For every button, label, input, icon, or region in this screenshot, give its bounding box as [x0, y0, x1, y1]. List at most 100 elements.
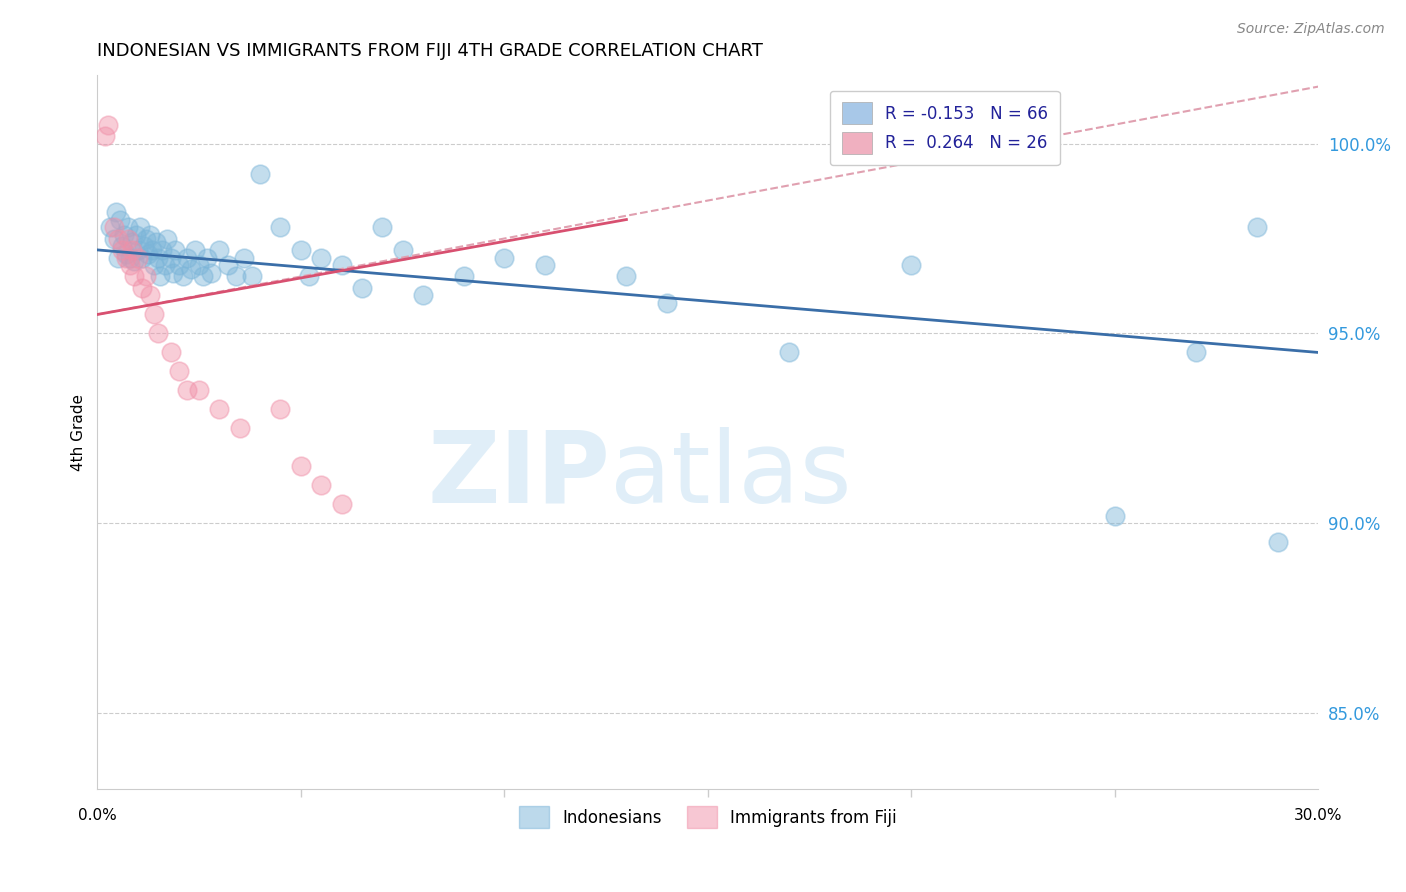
- Point: [148, 326, 170, 341]
- Point: [330, 497, 353, 511]
- Point: [139, 227, 162, 242]
- Point: [391, 243, 413, 257]
- Point: [172, 269, 194, 284]
- Point: [143, 258, 166, 272]
- Text: Source: ZipAtlas.com: Source: ZipAtlas.com: [1237, 22, 1385, 37]
- Point: [900, 258, 922, 272]
- Point: [616, 269, 638, 284]
- Point: [453, 269, 475, 284]
- Point: [139, 288, 162, 302]
- Point: [159, 251, 181, 265]
- Point: [98, 220, 121, 235]
- Text: 30.0%: 30.0%: [1294, 808, 1343, 823]
- Point: [371, 220, 394, 235]
- Point: [153, 258, 176, 272]
- Point: [184, 243, 207, 257]
- Point: [309, 251, 332, 265]
- Point: [135, 269, 157, 284]
- Point: [112, 227, 135, 242]
- Point: [163, 243, 186, 257]
- Point: [176, 251, 198, 265]
- Point: [94, 128, 117, 143]
- Point: [134, 239, 156, 253]
- Text: 0.0%: 0.0%: [77, 808, 117, 823]
- Point: [107, 251, 129, 265]
- Point: [249, 167, 271, 181]
- Point: [290, 243, 312, 257]
- Point: [217, 258, 239, 272]
- Point: [778, 345, 800, 359]
- Point: [149, 269, 172, 284]
- Point: [148, 251, 170, 265]
- Point: [115, 246, 138, 260]
- Point: [195, 251, 218, 265]
- Point: [309, 478, 332, 492]
- Point: [534, 258, 557, 272]
- Point: [131, 281, 153, 295]
- Point: [103, 231, 125, 245]
- Point: [96, 118, 118, 132]
- Point: [298, 269, 321, 284]
- Point: [350, 281, 373, 295]
- Point: [118, 258, 141, 272]
- Point: [107, 231, 129, 245]
- Point: [115, 251, 138, 265]
- Y-axis label: 4th Grade: 4th Grade: [72, 393, 86, 471]
- Point: [125, 227, 148, 242]
- Point: [191, 269, 214, 284]
- Text: INDONESIAN VS IMMIGRANTS FROM FIJI 4TH GRADE CORRELATION CHART: INDONESIAN VS IMMIGRANTS FROM FIJI 4TH G…: [97, 42, 763, 60]
- Point: [229, 421, 252, 435]
- Point: [240, 269, 263, 284]
- Point: [162, 266, 184, 280]
- Point: [122, 269, 145, 284]
- Point: [176, 384, 198, 398]
- Point: [131, 251, 153, 265]
- Point: [167, 364, 190, 378]
- Point: [232, 251, 254, 265]
- Point: [330, 258, 353, 272]
- Point: [655, 296, 678, 310]
- Point: [121, 235, 143, 250]
- Point: [269, 402, 291, 417]
- Point: [127, 243, 149, 257]
- Point: [122, 254, 145, 268]
- Point: [103, 220, 125, 235]
- Point: [141, 243, 163, 257]
- Point: [1185, 345, 1208, 359]
- Point: [104, 205, 127, 219]
- Point: [121, 243, 143, 257]
- Point: [111, 243, 134, 257]
- Point: [269, 220, 291, 235]
- Point: [290, 459, 312, 474]
- Point: [188, 384, 211, 398]
- Point: [208, 402, 231, 417]
- Point: [188, 258, 211, 272]
- Text: atlas: atlas: [610, 426, 852, 524]
- Point: [412, 288, 434, 302]
- Point: [225, 269, 247, 284]
- Point: [1267, 535, 1289, 549]
- Point: [118, 251, 141, 265]
- Point: [208, 243, 231, 257]
- Point: [180, 261, 202, 276]
- Legend: Indonesians, Immigrants from Fiji: Indonesians, Immigrants from Fiji: [512, 800, 904, 834]
- Point: [1104, 508, 1126, 523]
- Point: [155, 231, 177, 245]
- Point: [136, 246, 159, 260]
- Text: ZIP: ZIP: [427, 426, 610, 524]
- Point: [117, 231, 139, 245]
- Point: [167, 258, 190, 272]
- Point: [117, 220, 139, 235]
- Point: [135, 231, 157, 245]
- Point: [111, 239, 134, 253]
- Point: [1246, 220, 1268, 235]
- Point: [127, 251, 149, 265]
- Point: [143, 308, 166, 322]
- Point: [152, 243, 174, 257]
- Point: [108, 212, 131, 227]
- Point: [200, 266, 222, 280]
- Point: [494, 251, 516, 265]
- Point: [129, 220, 152, 235]
- Point: [159, 345, 181, 359]
- Point: [145, 235, 167, 250]
